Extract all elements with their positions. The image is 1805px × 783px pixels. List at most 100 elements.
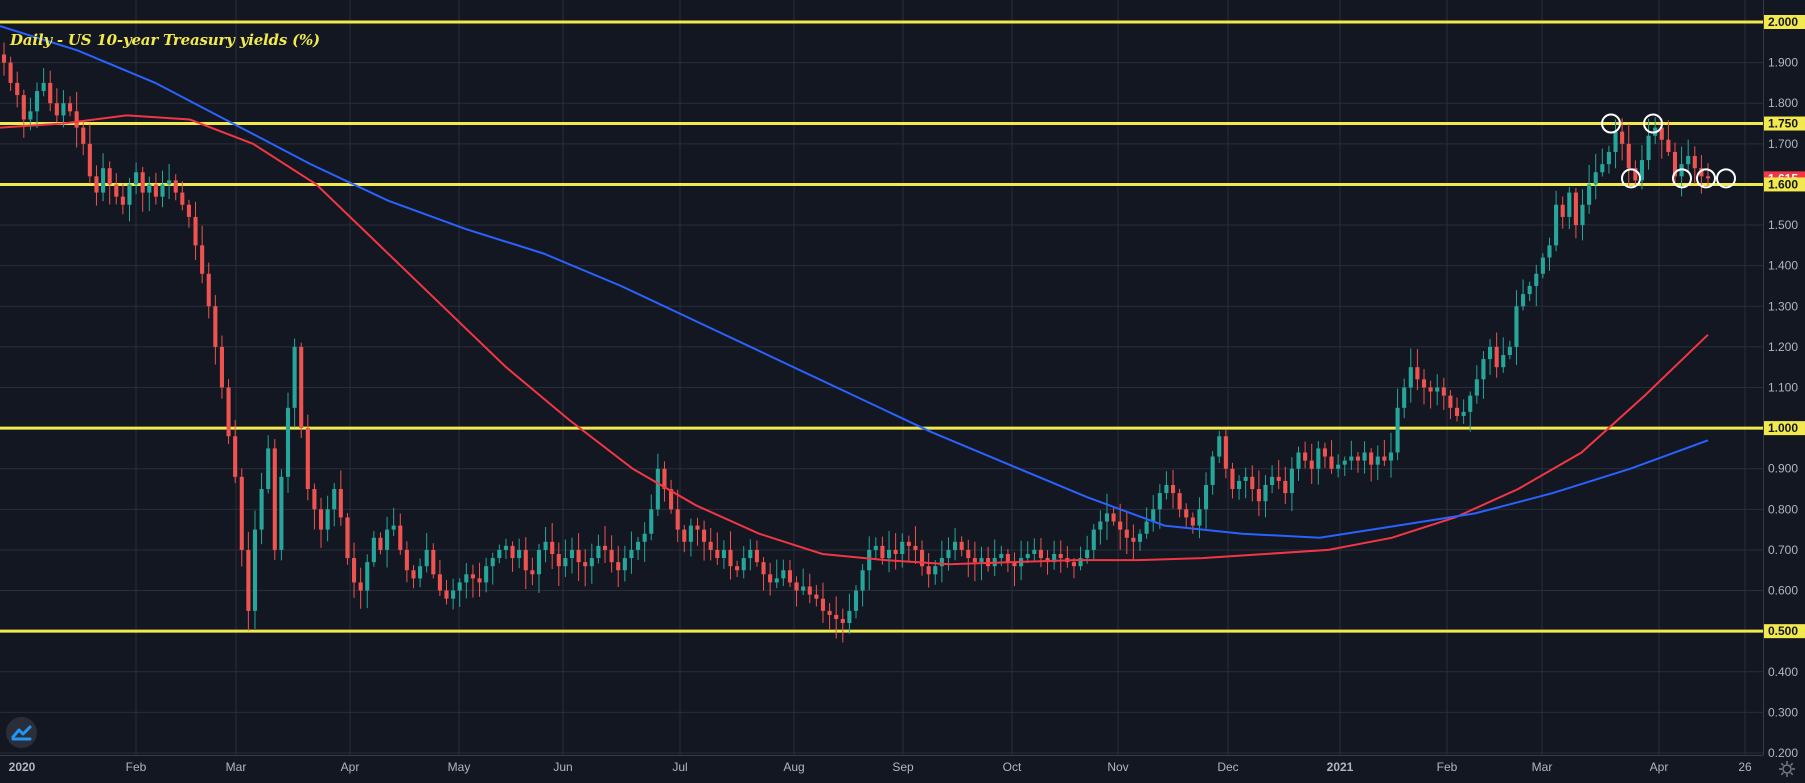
candle xyxy=(470,564,475,598)
candle-body xyxy=(1052,554,1057,563)
candle-body xyxy=(1124,529,1129,538)
candle-body xyxy=(972,558,977,563)
candle-body xyxy=(1217,436,1222,457)
candle-body xyxy=(54,103,59,116)
candle xyxy=(74,92,79,148)
candle xyxy=(127,177,132,222)
candle xyxy=(351,542,357,598)
candle xyxy=(1560,196,1565,229)
candle xyxy=(1091,524,1096,559)
candle-body xyxy=(1402,387,1407,408)
candle-body xyxy=(1554,204,1559,246)
candle-body xyxy=(1560,204,1565,217)
candle xyxy=(1322,442,1327,468)
candle xyxy=(1124,511,1129,555)
candle-body xyxy=(173,180,178,193)
candle xyxy=(602,526,608,564)
candle xyxy=(87,124,92,184)
candle-body xyxy=(715,549,720,559)
candle xyxy=(1468,391,1473,432)
candle-body xyxy=(1071,562,1077,567)
price-axis-label: 0.300 xyxy=(1768,705,1798,719)
candle xyxy=(8,56,13,91)
candle-body xyxy=(735,566,740,571)
candle-body xyxy=(67,103,73,112)
candle-body xyxy=(774,578,779,583)
candle xyxy=(1587,164,1592,214)
candle xyxy=(1316,441,1321,485)
candle-body xyxy=(1613,131,1618,152)
candle-body xyxy=(48,82,53,104)
candle-body xyxy=(233,436,238,477)
candle xyxy=(801,568,806,596)
tradingview-logo-icon[interactable] xyxy=(6,717,37,748)
candle-body xyxy=(662,468,667,490)
time-axis-label: Dec xyxy=(1217,760,1238,774)
candle xyxy=(563,539,568,578)
gear-icon[interactable] xyxy=(1778,760,1796,778)
candle xyxy=(259,472,264,545)
candle xyxy=(1243,467,1248,499)
candle-body xyxy=(622,558,627,571)
candle-body xyxy=(266,448,271,490)
time-axis-label: Jul xyxy=(672,760,687,774)
candle xyxy=(1547,237,1552,271)
candle xyxy=(299,342,304,439)
candle-body xyxy=(477,578,482,583)
candle-body xyxy=(682,529,687,542)
candle-body xyxy=(1190,517,1195,526)
level-price-badge xyxy=(1764,177,1805,192)
candle-body xyxy=(1547,245,1552,258)
candle-body xyxy=(34,91,40,112)
candle xyxy=(114,173,119,205)
candle xyxy=(794,576,799,607)
candle xyxy=(761,557,766,591)
candle-body xyxy=(979,558,984,563)
candle xyxy=(1646,118,1651,170)
level-price-badge xyxy=(1764,421,1805,436)
candle xyxy=(1038,538,1043,568)
candle-body xyxy=(1593,172,1598,185)
candle xyxy=(702,520,707,561)
candle-body xyxy=(431,549,436,575)
candle-body xyxy=(1164,484,1169,494)
price-axis-label: 1.800 xyxy=(1768,96,1798,110)
candle xyxy=(1620,118,1625,161)
candle xyxy=(840,608,845,643)
candle-body xyxy=(669,489,674,510)
candle xyxy=(1157,484,1162,529)
candle xyxy=(1144,507,1149,539)
candle-body xyxy=(140,172,145,193)
candle xyxy=(1118,503,1123,550)
candle-body xyxy=(583,562,588,567)
candle-body xyxy=(1118,521,1123,530)
candle xyxy=(1501,337,1506,373)
candle xyxy=(1534,264,1539,307)
candle xyxy=(662,461,667,502)
candle-body xyxy=(919,549,925,567)
candle-body xyxy=(840,618,845,624)
candle-body xyxy=(497,549,502,559)
candle xyxy=(418,558,423,588)
candle-body xyxy=(655,468,660,510)
time-axis-label: May xyxy=(448,760,471,774)
candle-body xyxy=(1362,452,1367,461)
candle xyxy=(81,121,86,156)
candle xyxy=(1514,290,1519,366)
candle xyxy=(1170,469,1176,509)
candle-body xyxy=(444,590,449,599)
candle xyxy=(385,516,390,568)
candle-body xyxy=(1038,549,1043,559)
candle-body xyxy=(213,306,218,347)
candle xyxy=(1296,446,1301,481)
candle xyxy=(1507,340,1512,360)
annotation-circle xyxy=(1672,168,1692,189)
candle-body xyxy=(1058,554,1063,559)
time-axis-label: Feb xyxy=(126,760,147,774)
candle xyxy=(424,533,429,573)
candle-body xyxy=(1501,355,1506,368)
candle-body xyxy=(411,570,416,579)
candle xyxy=(1012,552,1017,587)
candle-body xyxy=(61,103,66,116)
